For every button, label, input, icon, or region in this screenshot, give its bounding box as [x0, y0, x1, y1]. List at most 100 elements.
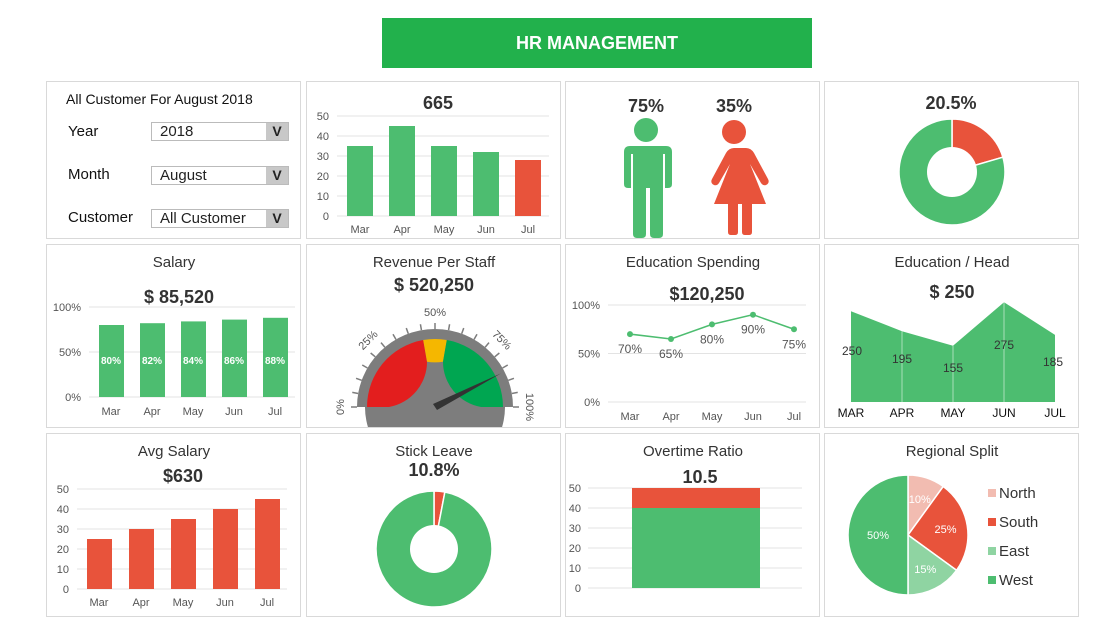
sick-leave-percentage: 10.8% [408, 460, 459, 480]
salary-bar [181, 321, 206, 397]
gauge-yellow-zone [423, 339, 447, 363]
gauge-tick [419, 324, 423, 331]
overtime-chart: Overtime Ratio 10.5 0 10 20 30 40 50 [569, 443, 802, 595]
education-spending-data-label: 70% [618, 342, 642, 356]
education-head-amount: $ 250 [929, 282, 974, 302]
salary-bar-label: 84% [183, 356, 203, 367]
overtime-title: Overtime Ratio [643, 443, 743, 460]
regional-chart: Regional Split 10% North 25% South 15% East 50%… [847, 443, 1038, 596]
education-spending-point [668, 335, 674, 342]
attrition-percentage: 20.5% [925, 93, 976, 113]
education-head-data-label: 275 [994, 338, 1014, 352]
overtime-ytick: 0 [575, 583, 581, 595]
attrition-chart: 20.5% [898, 93, 1006, 226]
chevron-down-icon[interactable]: V [266, 123, 288, 140]
overtime-ytick: 20 [569, 543, 581, 555]
education-spending-title: Education Spending [626, 254, 760, 271]
headcount-bar [431, 146, 457, 216]
avg-salary-xtick: May [173, 597, 194, 609]
gender-chart: 75% 35% [624, 96, 769, 238]
education-spending-ytick: 100% [572, 300, 600, 312]
female-icon [711, 148, 769, 235]
salary-bar [222, 319, 247, 397]
female-icon-head [722, 120, 746, 144]
regional-slice-east [907, 533, 958, 596]
salary-xtick: May [183, 406, 204, 418]
regional-panel: Regional Split 10% North 25% South 15% East 50%… [824, 433, 1079, 617]
education-spending-point [750, 311, 756, 318]
headcount-total: 665 [423, 93, 453, 113]
education-head-data-label: 250 [842, 344, 862, 358]
headcount-xtick: Jun [477, 224, 495, 236]
overtime-ytick: 40 [569, 503, 581, 515]
salary-xtick: Jun [225, 406, 243, 418]
headcount-xtick: Apr [393, 224, 410, 236]
year-label: Year [68, 123, 99, 140]
education-spending-point [709, 321, 715, 328]
attrition-panel: 20.5% [824, 81, 1079, 239]
education-spending-data-label: 90% [741, 323, 765, 337]
legend-label-west: West [999, 572, 1034, 589]
gauge-tick [484, 342, 490, 348]
education-head-xtick: JUL [1044, 406, 1066, 420]
avg-salary-xtick: Apr [132, 597, 149, 609]
salary-bar-label: 88% [265, 356, 285, 367]
education-spending-ytick: 0% [584, 397, 600, 409]
headcount-chart: 665 0 10 20 30 40 50 Mar Apr May Jun Jul [317, 93, 549, 236]
education-spending-xtick: Apr [662, 411, 679, 423]
headcount-ytick: 0 [323, 211, 329, 223]
sick-leave-hole [410, 525, 458, 573]
year-select[interactable]: 2018 V [151, 122, 289, 141]
male-icon-head [634, 118, 658, 142]
education-head-chart: Education / Head $ 250 250 MAR 195 APR 155 MAY 2… [838, 254, 1066, 420]
month-select[interactable]: August V [151, 166, 289, 185]
salary-panel: Salary $ 85,520 0% 50% 100% 80% Mar 82% Apr 84% Ma… [46, 244, 301, 428]
dashboard-title: HR MANAGEMENT [382, 18, 812, 68]
headcount-ytick: 50 [317, 111, 329, 123]
customer-label: Customer [68, 209, 134, 226]
regional-slice-south [906, 485, 969, 572]
avg-salary-bar [213, 509, 238, 589]
male-icon [624, 146, 672, 238]
avg-salary-bar [129, 529, 154, 589]
gauge-tick [460, 327, 465, 334]
headcount-bar [347, 146, 373, 216]
avg-salary-chart: Avg Salary $630 0 10 20 30 40 50 Mar Apr May Jun Jul [57, 443, 287, 609]
avg-salary-bar [87, 539, 112, 589]
gauge-needle [433, 373, 501, 410]
headcount-ytick: 20 [317, 171, 329, 183]
salary-xtick: Jul [268, 406, 282, 418]
education-head-xtick: JUN [992, 406, 1015, 420]
revenue-panel: Revenue Per Staff $ 520,250 0% 25% 50% 75% 100… [306, 244, 561, 428]
gauge-scale-label: 100% [523, 393, 535, 421]
education-head-title: Education / Head [894, 254, 1009, 271]
avg-salary-ytick: 10 [57, 564, 69, 576]
avg-salary-xtick: Jun [216, 597, 234, 609]
legend-swatch-east [988, 547, 996, 555]
revenue-gauge: Revenue Per Staff $ 520,250 0% 25% 50% 75% 100… [335, 254, 535, 427]
avg-salary-ytick: 0 [63, 584, 69, 596]
avg-salary-ytick: 50 [57, 484, 69, 496]
chevron-down-icon[interactable]: V [266, 167, 288, 184]
gender-panel: 75% 35% [565, 81, 820, 239]
education-spending-data-label: 80% [700, 332, 724, 346]
education-spending-xtick: Mar [621, 411, 640, 423]
salary-ytick: 0% [65, 392, 81, 404]
gauge-tick [355, 377, 362, 382]
regional-slice-label: 10% [909, 494, 931, 506]
avg-salary-ytick: 20 [57, 544, 69, 556]
chevron-down-icon[interactable]: V [266, 210, 288, 227]
headcount-xtick: Jul [521, 224, 535, 236]
sick-leave-title: Stick Leave [395, 443, 473, 460]
salary-bar [263, 317, 288, 397]
overtime-bar-base [632, 508, 760, 588]
gauge-tick [508, 377, 515, 382]
customer-select[interactable]: All Customer V [151, 209, 289, 228]
legend-label-north: North [999, 485, 1036, 502]
gauge-tick [511, 391, 518, 395]
education-spending-data-label: 75% [782, 337, 806, 351]
regional-slice-west [847, 474, 909, 596]
gauge-tick [447, 324, 451, 331]
gauge-tick [352, 391, 359, 395]
